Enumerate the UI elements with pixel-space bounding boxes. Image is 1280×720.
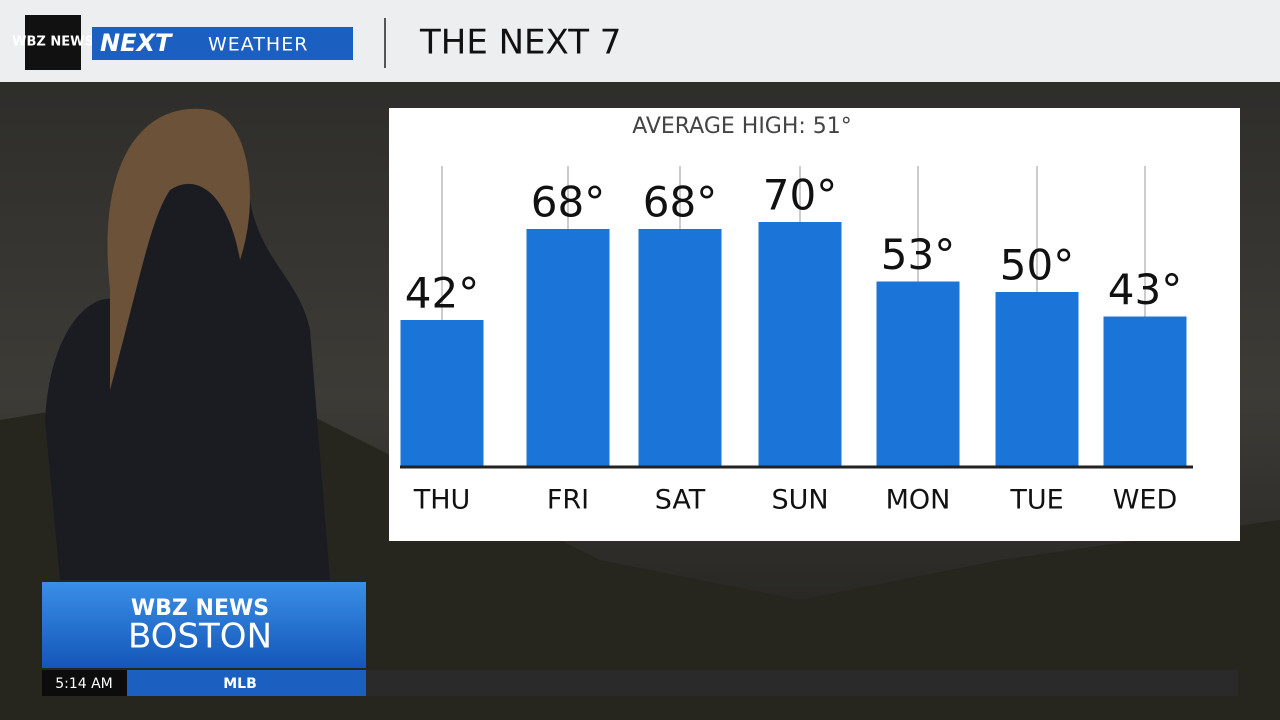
ticker-time-box: [42, 670, 127, 696]
value-label: 42°: [405, 269, 479, 318]
value-label: 68°: [643, 178, 717, 227]
city-name: BOSTON: [128, 617, 272, 657]
value-label: 53°: [881, 230, 955, 279]
value-label: 50°: [1000, 241, 1074, 290]
category-label: WED: [1113, 485, 1178, 516]
logo-box: [25, 15, 81, 70]
bar: [526, 229, 610, 467]
value-label: 68°: [531, 178, 605, 227]
value-label: 43°: [1108, 265, 1182, 314]
page-title: THE NEXT 7: [419, 23, 621, 63]
ticker-topic-box: [127, 670, 366, 696]
plot: 42° THU 68° FRI 68° SAT 70° SUN 53° MON 50° TUE 43° W…: [400, 166, 1187, 516]
bar: [876, 281, 960, 467]
category-label: SUN: [771, 485, 828, 516]
category-label: FRI: [547, 485, 589, 516]
presenter: [45, 141, 330, 581]
category-label: THU: [413, 485, 471, 516]
brand-next: NEXT: [100, 29, 173, 57]
ticker-time: 5:14 AM: [55, 676, 113, 692]
lower-third: [42, 582, 366, 668]
chart-subtitle: AVERAGE HIGH: 51°: [632, 114, 852, 139]
network-name: WBZ NEWS: [131, 596, 269, 621]
bar: [400, 320, 484, 467]
brand-box: [92, 27, 353, 60]
bar: [995, 292, 1079, 467]
logo: WBZ NEWS: [12, 35, 94, 50]
category-label: TUE: [1009, 485, 1063, 516]
category-label: MON: [886, 485, 951, 516]
value-label: 70°: [763, 171, 837, 220]
category-label: SAT: [655, 485, 706, 516]
bar: [638, 229, 722, 467]
bar: [758, 222, 842, 467]
bar: [1103, 316, 1187, 467]
brand-weather: WEATHER: [208, 34, 308, 56]
ticker-topic: MLB: [223, 676, 257, 692]
presenter-hair: [107, 108, 250, 390]
